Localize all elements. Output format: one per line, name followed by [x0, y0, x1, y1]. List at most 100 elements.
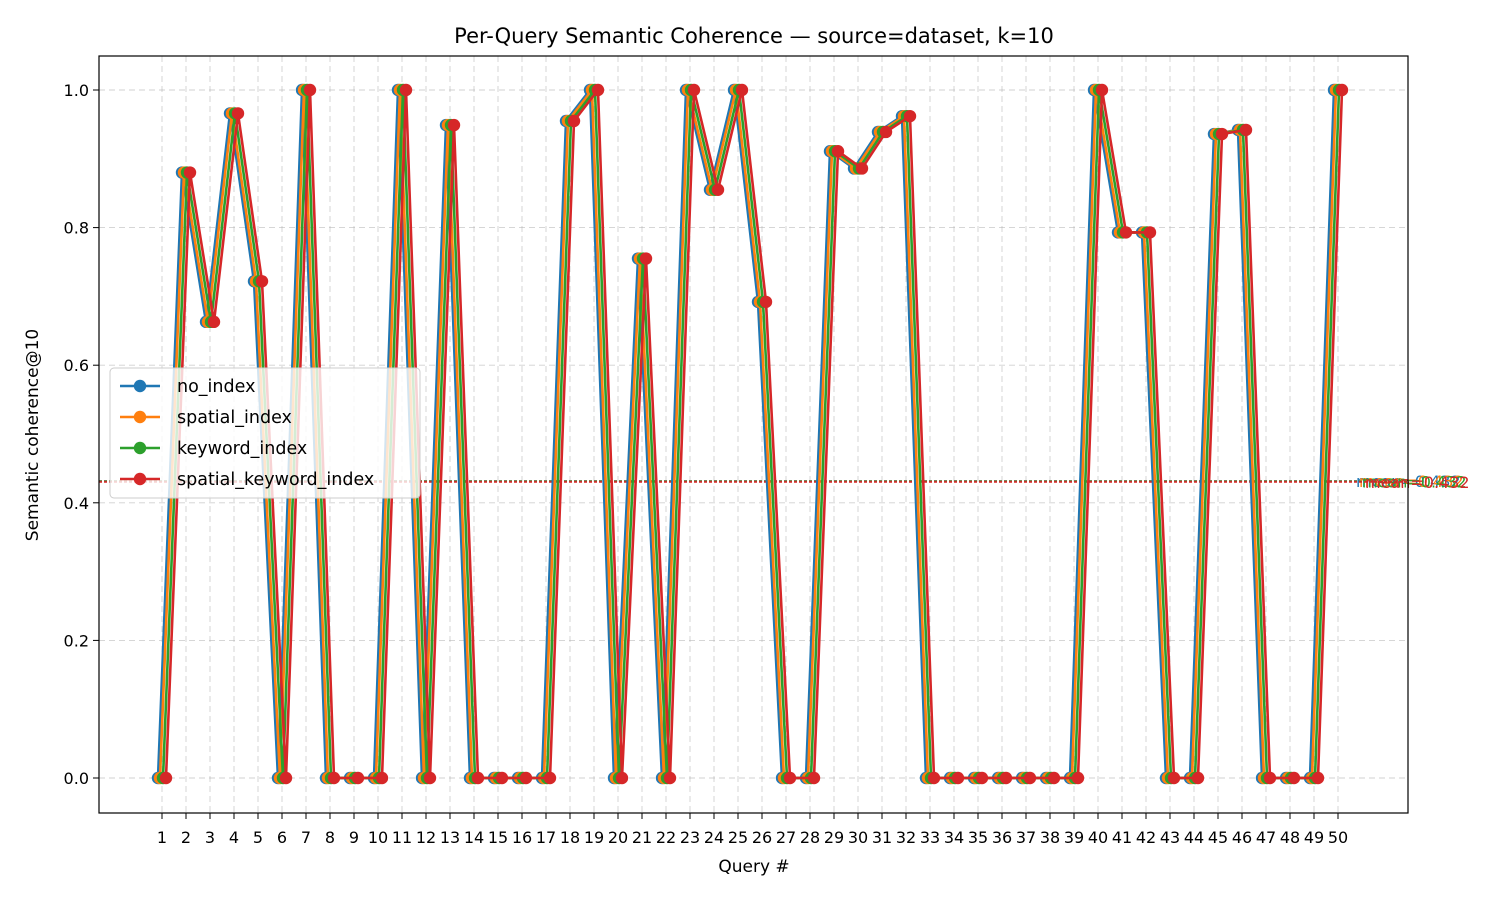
mean-label-keyword_index: mean=0.432	[1362, 473, 1467, 492]
data-point	[399, 83, 413, 97]
data-point	[711, 183, 725, 196]
legend-box	[109, 367, 421, 499]
x-tick-label: 22	[656, 828, 676, 847]
x-tick-label: 17	[536, 828, 556, 847]
mean-label-spatial_index: mean=0.432	[1359, 472, 1464, 491]
series-spatial_keyword_index	[159, 83, 1349, 785]
y-tick-label: 0.0	[64, 769, 89, 788]
x-tick-label: 48	[1280, 828, 1300, 847]
x-tick-label: 38	[1040, 828, 1060, 847]
x-tick-label: 45	[1208, 828, 1228, 847]
legend-label: keyword_index	[177, 439, 307, 459]
x-tick-label: 18	[560, 828, 580, 847]
x-tick-label: 32	[896, 828, 916, 847]
data-point	[951, 771, 965, 785]
x-tick-label: 5	[253, 828, 263, 847]
data-point	[279, 771, 293, 785]
x-tick-label: 8	[325, 828, 335, 847]
legend: no_index spatial_index keyword_indexspatia…	[109, 367, 421, 499]
y-axis-label: Semantic coherence@10	[23, 329, 43, 541]
data-point	[855, 162, 869, 175]
data-point	[159, 771, 173, 785]
x-tick-label: 49	[1304, 828, 1324, 847]
x-tick-label: 37	[1016, 828, 1036, 847]
x-tick-label: 21	[632, 828, 652, 847]
x-tick-label: 11	[392, 828, 412, 847]
x-tick-label: 20	[608, 828, 628, 847]
data-point	[567, 114, 581, 128]
data-point	[1311, 771, 1325, 785]
x-axis-label: Query #	[718, 857, 789, 877]
data-point	[615, 771, 629, 785]
data-point	[183, 166, 197, 179]
x-tick-label: 28	[800, 828, 820, 847]
data-point	[495, 771, 509, 785]
data-point	[591, 83, 605, 97]
data-point	[327, 771, 341, 785]
data-point	[1143, 226, 1157, 239]
y-tick-label: 0.4	[64, 494, 89, 513]
legend-swatch-marker	[133, 472, 147, 486]
x-tick-label: 16	[512, 828, 532, 847]
data-point	[735, 83, 749, 97]
data-point	[879, 125, 893, 139]
legend-swatch-marker	[133, 441, 147, 455]
x-tick-label: 26	[752, 828, 772, 847]
x-tick-label: 19	[584, 828, 604, 847]
data-point	[519, 771, 533, 785]
data-point	[783, 771, 797, 785]
data-point	[1239, 123, 1253, 137]
data-point	[1047, 771, 1061, 785]
data-point	[687, 83, 701, 97]
data-point	[759, 295, 773, 309]
x-tick-label: 41	[1112, 828, 1132, 847]
x-tick-label: 1	[157, 828, 167, 847]
data-point	[1215, 127, 1229, 141]
data-point	[351, 771, 365, 785]
x-tick-label: 14	[464, 828, 484, 847]
legend-item-spatial_index: spatial_index	[120, 408, 292, 428]
data-point	[1095, 83, 1109, 97]
data-point	[1023, 771, 1037, 785]
x-tick-label: 40	[1088, 828, 1108, 847]
x-tick-label: 42	[1136, 828, 1156, 847]
data-point	[255, 275, 269, 288]
data-point	[1335, 83, 1349, 97]
legend-item-no_index: no_index	[120, 377, 255, 397]
y-tick-label: 0.8	[64, 219, 89, 238]
x-tick-label: 4	[229, 828, 239, 847]
x-tick-label: 10	[368, 828, 388, 847]
data-point	[471, 771, 485, 785]
legend-swatch-marker	[133, 379, 147, 393]
x-tick-label: 15	[488, 828, 508, 847]
x-tick-label: 24	[704, 828, 724, 847]
data-point	[231, 107, 245, 120]
data-point	[1287, 771, 1301, 785]
mean-label-spatial_keyword_index: mean=0.432	[1365, 473, 1470, 492]
x-tick-label: 27	[776, 828, 796, 847]
x-tick-label: 36	[992, 828, 1012, 847]
x-tick-label: 50	[1328, 828, 1348, 847]
data-point	[447, 118, 461, 132]
legend-label: no_index	[177, 377, 255, 397]
legend-label: spatial_keyword_index	[177, 470, 374, 490]
data-point	[999, 771, 1013, 785]
x-tick-label: 7	[301, 828, 311, 847]
data-point	[423, 771, 437, 785]
x-tick-label: 46	[1232, 828, 1252, 847]
data-point	[1119, 226, 1133, 239]
legend-item-keyword_index: keyword_index	[120, 439, 307, 459]
legend-swatch-marker	[133, 410, 147, 424]
chart-title: Per-Query Semantic Coherence — source=da…	[454, 24, 1054, 48]
x-tick-label: 35	[968, 828, 988, 847]
x-tick-label: 29	[824, 828, 844, 847]
x-tick-label: 9	[349, 828, 359, 847]
data-point	[903, 109, 917, 123]
legend-item-spatial_keyword_index: spatial_keyword_index	[120, 470, 374, 490]
data-point	[663, 771, 677, 785]
x-tick-label: 12	[416, 828, 436, 847]
x-tick-label: 47	[1256, 828, 1276, 847]
x-tick-label: 31	[872, 828, 892, 847]
